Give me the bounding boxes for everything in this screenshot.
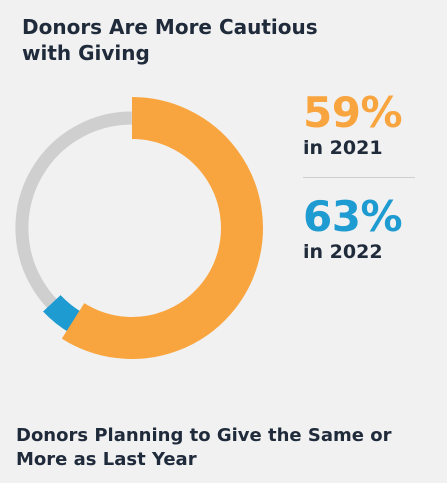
- donut-segment-2022: [43, 294, 83, 334]
- donut-segment-2021: [61, 97, 263, 359]
- chart-title: Donors Are More Cautious with Giving: [22, 15, 318, 65]
- stat-2021: 59% in 2021: [303, 90, 433, 160]
- chart-caption: Donors Planning to Give the Same or More…: [16, 425, 392, 470]
- percent-2021: 59%: [303, 88, 403, 137]
- percent-2022: 63%: [303, 192, 403, 241]
- year-label-2021: in 2021: [303, 137, 383, 159]
- stat-2022: 63% in 2022: [303, 194, 433, 264]
- stat-divider: [303, 177, 415, 178]
- year-label-2022: in 2022: [303, 241, 383, 263]
